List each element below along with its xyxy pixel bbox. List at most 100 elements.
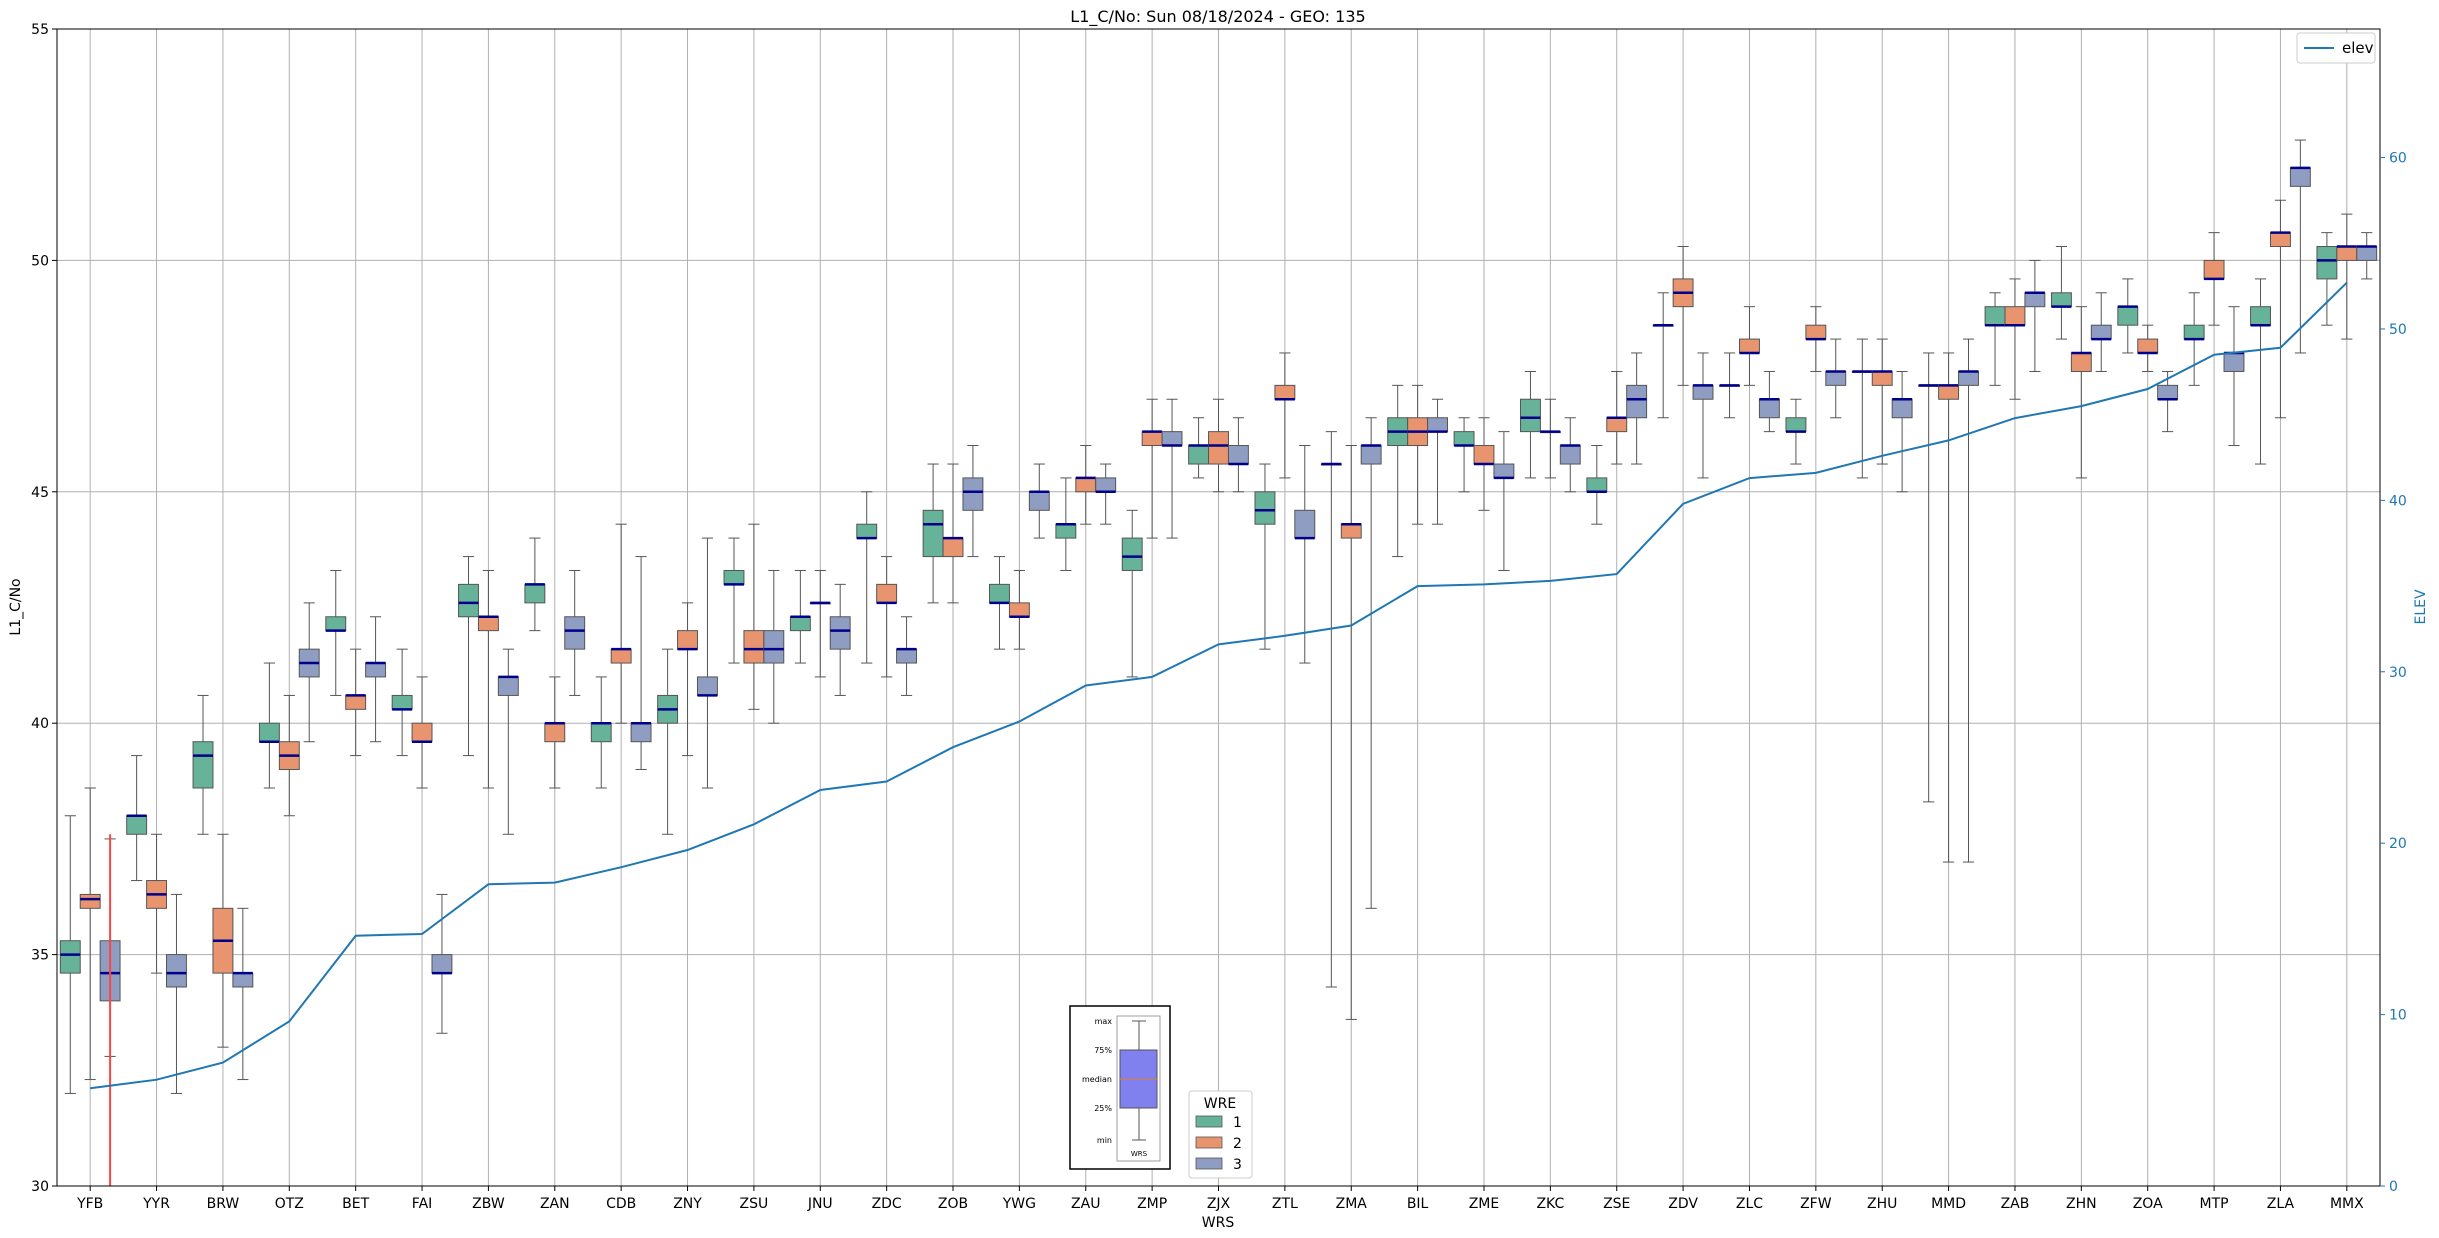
wre-legend-frame [1188, 1090, 1253, 1179]
y2-axis-label: ELEV [2413, 589, 2429, 624]
box-jnu-wre1 [789, 616, 811, 632]
box-zbw-wre2 [477, 616, 499, 632]
box-zob-wre2 [942, 537, 964, 558]
x-tick-label: ZNY [673, 1196, 702, 1212]
y-axis-label: L1_C/No [8, 578, 24, 635]
y2-tick-label: 40 [2389, 493, 2407, 509]
box-mmx-wre2 [2336, 246, 2358, 261]
wre-legend: WRE 1 2 3 [1188, 1090, 1253, 1179]
box-zjx-wre1 [1188, 445, 1210, 465]
box-fai-wre3 [431, 954, 453, 974]
x-tick-label: ZLC [1736, 1196, 1763, 1212]
x-tick-label: JNU [807, 1196, 833, 1212]
box-zab-wre1 [1984, 306, 2006, 326]
box-yfb-wre2 [79, 893, 101, 909]
y2-tick-label: 10 [2389, 1008, 2407, 1024]
box-zan-wre3 [564, 616, 586, 650]
y2-tick-label: 50 [2389, 322, 2407, 338]
chart-title: L1_C/No: Sun 08/18/2024 - GEO: 135 [1070, 7, 1365, 27]
box-zny-wre2 [677, 630, 698, 650]
x-tick-label: ZME [1469, 1196, 1500, 1212]
elev-legend-label: elev [2342, 39, 2374, 57]
box-ztl-wre1 [1254, 491, 1276, 525]
box-zhn-wre1 [2050, 292, 2072, 308]
box-ywg-wre2 [1008, 602, 1030, 618]
inset-label-25: 25% [1094, 1104, 1112, 1113]
box-zob-wre3 [962, 477, 984, 511]
box-zdc-wre3 [896, 648, 918, 664]
y-tick-label: 35 [31, 948, 49, 964]
wre-legend-label-3: 3 [1233, 1157, 1242, 1173]
wre-legend-title: WRE [1204, 1096, 1236, 1112]
box-plot-marks [59, 139, 2378, 1186]
box-zau-wre3 [1095, 477, 1117, 493]
box-mtp-wre1 [2183, 324, 2205, 340]
y-tick-label: 45 [31, 485, 49, 501]
y-tick-label: 55 [31, 22, 49, 38]
x-tick-label: ZHN [2066, 1196, 2097, 1212]
wre-legend-swatch-1 [1195, 1115, 1223, 1128]
box-zkc-wre1 [1519, 398, 1541, 433]
box-zbw-wre3 [497, 676, 519, 696]
x-tick-label: ZTL [1272, 1196, 1298, 1212]
box-zla-wre2 [2269, 232, 2291, 248]
box-yyr-wre1 [126, 815, 148, 835]
box-ztl-wre3 [1294, 509, 1316, 539]
box-zma-wre2 [1340, 523, 1362, 539]
box-bil-wre3 [1427, 417, 1448, 433]
box-mmd-wre3 [1958, 370, 1979, 386]
box-zme-wre2 [1473, 445, 1495, 465]
box-zlc-wre2 [1739, 338, 1760, 354]
box-zau-wre1 [1055, 523, 1077, 539]
box-zoa-wre1 [2117, 306, 2139, 326]
box-zla-wre1 [2250, 306, 2271, 326]
box-zfw-wre3 [1825, 370, 1847, 386]
x-tick-label: BET [342, 1196, 369, 1212]
box-ywg-wre1 [989, 583, 1010, 604]
y2-tick-label: 0 [2389, 1179, 2398, 1195]
box-zme-wre1 [1453, 431, 1475, 447]
y2-tick-label: 60 [2389, 151, 2407, 167]
box-zny-wre3 [696, 676, 718, 696]
y-tick-label: 30 [31, 1179, 49, 1195]
box-zse-wre1 [1586, 477, 1608, 493]
box-zbw-wre1 [458, 583, 479, 618]
x-tick-label: ZMP [1137, 1196, 1167, 1212]
box-zdc-wre1 [856, 523, 878, 539]
box-zhu-wre3 [1891, 398, 1913, 419]
box-zab-wre3 [2024, 292, 2046, 308]
box-brw-wre1 [192, 741, 214, 789]
box-zlc-wre3 [1758, 398, 1780, 419]
wre-legend-swatch-3 [1195, 1157, 1223, 1170]
box-zhn-wre3 [2090, 324, 2112, 340]
x-tick-label: ZBW [472, 1196, 505, 1212]
box-zdc-wre2 [876, 583, 898, 604]
x-tick-label: ZKC [1536, 1196, 1564, 1212]
box-zoa-wre3 [2157, 384, 2179, 400]
y-tick-label: 50 [31, 253, 49, 269]
box-zmp-wre3 [1161, 431, 1183, 447]
elev-legend: elev [2296, 32, 2376, 64]
x-tick-label: ZLA [2267, 1196, 2295, 1212]
box-yyr-wre3 [166, 954, 187, 988]
box-bet-wre2 [345, 694, 367, 710]
box-zan-wre1 [524, 583, 546, 604]
box-zab-wre2 [2004, 306, 2026, 326]
box-zme-wre3 [1493, 463, 1515, 479]
box-zfw-wre2 [1805, 324, 1827, 340]
box-zsu-wre1 [723, 569, 745, 585]
x-tick-label: ZJX [1207, 1196, 1231, 1212]
box-zob-wre1 [922, 509, 944, 558]
y2-tick-label: 20 [2389, 836, 2407, 852]
box-zmp-wre1 [1121, 537, 1143, 571]
inset-label-max: max [1095, 1017, 1113, 1026]
x-tick-label: OTZ [275, 1196, 304, 1212]
x-tick-label: ZSE [1603, 1196, 1630, 1212]
wre-legend-label-2: 2 [1233, 1136, 1242, 1152]
x-tick-label: ZFW [1800, 1196, 1832, 1212]
box-fai-wre2 [411, 722, 433, 743]
box-zla-wre3 [2289, 167, 2311, 187]
box-zau-wre2 [1075, 477, 1097, 493]
x-tick-label: ZAN [540, 1196, 570, 1212]
box-otz-wre1 [258, 722, 280, 743]
